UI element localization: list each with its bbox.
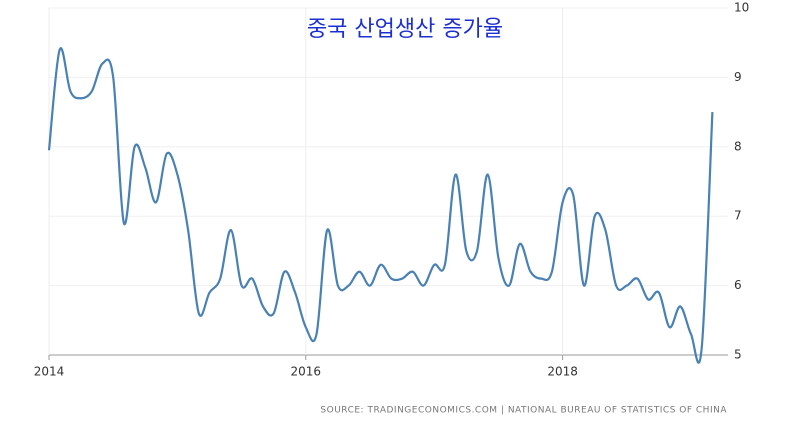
y-tick-label: 10	[734, 1, 749, 15]
x-tick-label: 2018	[547, 365, 578, 379]
y-tick-label: 6	[734, 278, 742, 292]
x-tick-label: 2016	[291, 365, 322, 379]
y-tick-label: 8	[734, 139, 742, 153]
x-tick-label: 2014	[34, 365, 65, 379]
y-tick-label: 5	[734, 348, 742, 362]
source-note: SOURCE: TRADINGECONOMICS.COM | NATIONAL …	[320, 406, 727, 416]
data-line	[47, 47, 714, 364]
y-tick-label: 9	[734, 70, 742, 84]
y-tick-label: 7	[734, 209, 742, 223]
chart-title: 중국 산업생산 증가율	[307, 17, 503, 42]
